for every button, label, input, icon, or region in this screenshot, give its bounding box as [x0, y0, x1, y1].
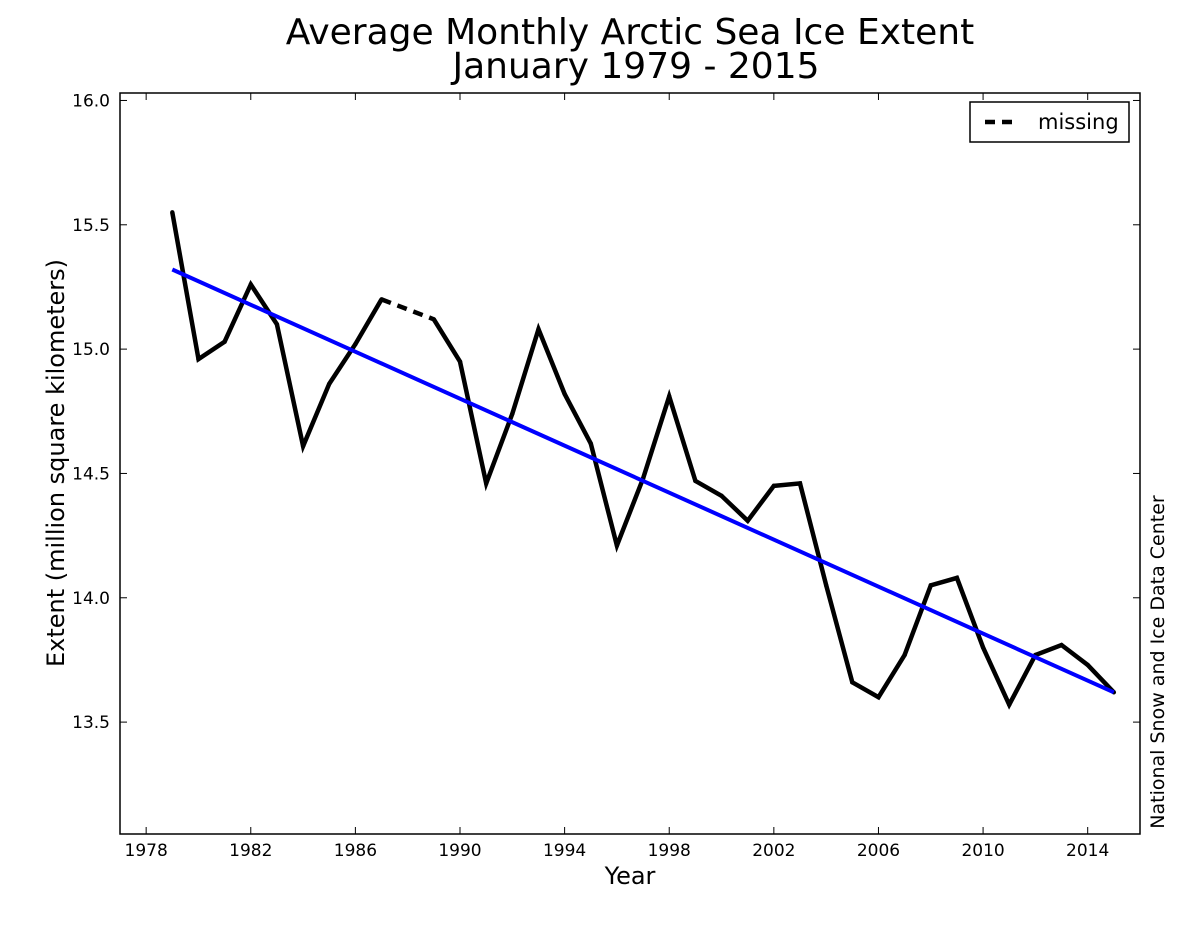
data-point-1983	[274, 322, 280, 327]
series-layer	[170, 210, 1117, 710]
data-point-1980	[196, 356, 201, 362]
data-point-2005	[850, 680, 855, 685]
x-tick-label: 1994	[543, 841, 586, 861]
data-point-1991	[483, 481, 489, 486]
data-point-1982	[248, 282, 253, 287]
data-point-2014	[1085, 662, 1090, 668]
data-point-2007	[902, 652, 907, 658]
data-point-1985	[327, 381, 332, 387]
chart-subtitle: January 1979 - 2015	[450, 46, 819, 87]
credit-text: National Snow and Ice Data Center	[1147, 495, 1169, 829]
data-point-1998	[667, 394, 672, 399]
data-point-2000	[719, 493, 724, 499]
x-tick-label: 2014	[1066, 841, 1109, 861]
x-axis-label: Year	[604, 862, 656, 890]
y-tick-label: 13.5	[72, 713, 110, 733]
axis-ticks: 1978 1982 1986 1990 1994 1998 2002 2006 2010 2014…	[72, 91, 1140, 861]
legend: missing	[969, 101, 1130, 143]
x-tick-label: 2010	[961, 841, 1004, 861]
data-point-1999	[693, 478, 698, 484]
plot-area	[119, 92, 1141, 835]
x-tick-label: 1986	[334, 841, 377, 861]
data-point-1990	[457, 359, 463, 364]
observed-series-segment-0	[170, 212, 384, 454]
y-tick-label: 14.0	[72, 589, 110, 609]
x-tick-label: 1982	[229, 841, 272, 861]
data-point-2010	[980, 645, 986, 650]
data-point-2013	[1059, 642, 1064, 648]
data-point-2009	[954, 575, 960, 581]
chart-title: Average Monthly Arctic Sea Ice Extent	[286, 12, 974, 53]
data-point-1996	[614, 543, 620, 548]
x-tick-label: 1990	[438, 841, 481, 861]
data-point-2008	[928, 583, 933, 588]
data-point-2011	[1007, 702, 1012, 707]
y-axis-label: Extent (million square kilometers)	[42, 259, 70, 667]
x-tick-label: 2002	[752, 841, 795, 861]
missing-series-line	[380, 297, 435, 322]
trend-line	[171, 267, 1115, 695]
y-tick-label: 14.5	[72, 464, 110, 484]
y-tick-label: 15.5	[72, 216, 110, 236]
data-point-1986	[353, 341, 358, 347]
x-tick-label: 1998	[648, 841, 691, 861]
data-point-1984	[300, 443, 306, 449]
data-point-1981	[222, 339, 227, 344]
data-point-2001	[745, 518, 750, 523]
x-tick-label: 1978	[125, 841, 168, 861]
y-tick-label: 16.0	[72, 91, 110, 111]
legend-missing-label: missing	[1038, 110, 1119, 134]
data-point-1995	[588, 441, 593, 446]
data-point-2003	[797, 481, 803, 486]
legend-box	[969, 101, 1130, 143]
x-tick-label: 2006	[857, 841, 900, 861]
data-point-2006	[876, 695, 881, 700]
data-point-2002	[771, 483, 777, 489]
data-point-2004	[823, 583, 829, 588]
data-point-1992	[510, 411, 515, 416]
data-point-1994	[562, 391, 567, 397]
y-tick-label: 15.0	[72, 340, 110, 360]
data-point-1993	[536, 327, 541, 332]
data-point-1979	[170, 210, 175, 215]
